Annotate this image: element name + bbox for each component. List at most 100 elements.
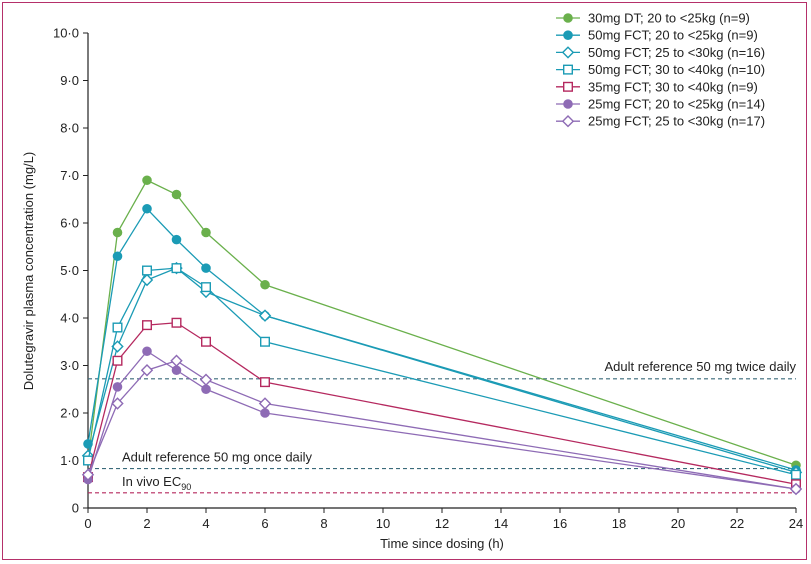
y-tick-label: 4·0 [60,311,79,326]
data-point [260,408,270,418]
legend: 30mg DT; 20 to <25kg (n=9) 50mg FCT; 20 t… [556,11,765,129]
legend-label: 30mg DT; 20 to <25kg (n=9) [588,11,750,26]
legend-item: 50mg FCT; 30 to <40kg (n=10) [556,62,765,77]
y-tick-label: 1·0 [60,453,79,468]
reference-lines: Adult reference 50 mg twice daily Adult r… [88,359,797,494]
x-tick-label: 16 [553,516,567,531]
y-tick-label: 6·0 [60,216,79,231]
legend-marker [561,46,575,59]
legend-item: 25mg FCT; 20 to <25kg (n=14) [556,97,765,112]
y-tick-label: 10·0 [53,26,79,41]
reference-label-text: Adult reference 50 mg once daily [122,450,313,465]
y-tick-label: 2·0 [60,406,79,421]
data-point [789,482,803,496]
series-line [87,360,797,490]
data-point [260,377,271,388]
data-point [201,384,211,395]
data-point [81,468,95,481]
data-point [171,263,182,274]
data-point [258,309,272,322]
data-point [142,175,152,186]
y-ticks: 0 1·0 2·0 3·0 4·0 5·0 6·0 7·0 8·0 9·0 10·0 [53,26,88,516]
legend-label: 50mg FCT; 30 to <40kg (n=10) [588,62,765,77]
legend-label: 35mg FCT; 30 to <40kg (n=9) [588,79,758,94]
data-point [260,336,271,347]
series-4 [82,263,802,480]
legend-marker [563,99,573,109]
data-point [112,251,123,262]
y-tick-label: 0 [72,501,79,516]
data-point [142,203,152,214]
data-point [201,263,211,273]
data-point [199,373,213,386]
x-axis-label: Time since dosing (h) [380,536,504,551]
data-point [141,320,152,331]
data-point [791,469,802,480]
reference-label-subscript: 90 [181,482,191,492]
legend-marker [563,64,574,75]
series-7 [81,354,803,496]
x-tick-label: 20 [671,516,685,531]
series-group [81,175,803,496]
x-tick-label: 6 [261,516,268,531]
y-tick-label: 5·0 [60,263,79,278]
legend-item: 50mg FCT; 20 to <25kg (n=9) [556,28,758,43]
legend-item: 25mg FCT; 25 to <30kg (n=17) [556,114,765,129]
legend-marker [563,30,573,41]
y-tick-label: 3·0 [60,358,79,373]
data-point [140,364,154,377]
series-line [87,179,797,466]
x-tick-label: 10 [376,516,390,531]
legend-item: 30mg DT; 20 to <25kg (n=9) [556,11,750,26]
legend-marker [561,115,575,128]
legend-marker [563,81,574,92]
series-1 [83,175,801,471]
data-point [171,365,182,376]
data-point [258,397,272,410]
series-2 [83,203,801,475]
legend-label: 25mg FCT; 20 to <25kg (n=14) [588,97,765,112]
legend-item: 50mg FCT; 25 to <30kg (n=16) [556,45,765,60]
data-point [141,265,152,276]
data-point [260,279,270,290]
x-tick-label: 22 [730,516,744,531]
x-tick-label: 24 [789,516,803,531]
data-point [111,397,124,410]
data-point [112,355,123,366]
data-point [171,234,182,245]
legend-marker [563,13,573,23]
series-line [87,207,797,471]
x-tick-label: 4 [202,516,209,531]
data-point [171,189,182,200]
x-tick-label: 8 [320,516,327,531]
data-point [112,227,123,238]
x-ticks: 0 2 4 6 8 10 12 14 16 18 20 22 24 [84,508,803,531]
data-point [170,354,183,367]
y-tick-label: 8·0 [60,121,79,136]
data-point [200,282,211,293]
y-axis-label: Dolutegravir plasma concentration (mg/L) [21,152,36,390]
data-point [171,317,182,328]
reference-label-text: Adult reference 50 mg twice daily [605,359,797,374]
legend-label: 50mg FCT; 25 to <30kg (n=16) [588,45,765,60]
legend-label: 50mg FCT; 20 to <25kg (n=9) [588,28,758,43]
legend-label: 25mg FCT; 25 to <30kg (n=17) [588,114,765,129]
data-point [112,322,123,333]
reference-label: Adult reference 50 mg twice daily [605,359,797,374]
reference-label-text: In vivo EC [122,474,181,489]
reference-label: Adult reference 50 mg once daily [122,450,313,465]
y-tick-label: 7·0 [60,168,79,183]
legend-item: 35mg FCT; 30 to <40kg (n=9) [556,79,758,94]
x-tick-label: 0 [84,516,91,531]
data-point [112,382,123,392]
x-tick-label: 2 [143,516,150,531]
data-point [142,346,152,357]
data-point [201,227,211,238]
data-point [200,336,211,347]
y-tick-label: 9·0 [60,73,79,88]
x-tick-label: 18 [612,516,626,531]
x-tick-label: 12 [435,516,449,531]
reference-label: In vivo EC90 [122,474,191,492]
x-tick-label: 14 [494,516,508,531]
